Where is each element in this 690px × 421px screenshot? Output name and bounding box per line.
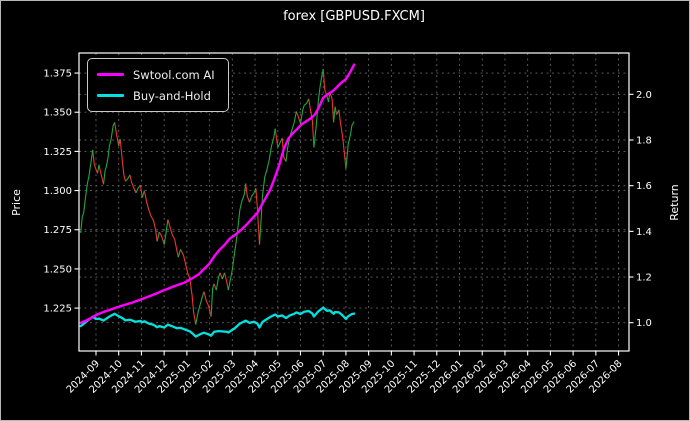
price-tick-label: 1.350 [43,108,72,119]
price-tick-label: 1.250 [43,264,72,275]
price-tick-label: 1.300 [43,186,72,197]
price-tick-label: 1.325 [43,147,72,158]
price-tick-label: 1.225 [43,304,72,315]
legend-item-ai: Swtool.com AI [97,64,215,85]
ai-line-swatch [97,73,124,76]
return-tick-label: 1.0 [636,318,652,329]
ai-return-line [79,63,356,324]
return-tick-label: 1.8 [636,136,652,147]
return-tick-label: 2.0 [636,90,652,101]
right-axis-label-wrap: Return [661,53,687,351]
return-tick-label: 1.6 [636,181,652,192]
price-tick-label: 1.375 [43,69,72,80]
price-tick-label: 1.275 [43,225,72,236]
left-axis-label-wrap: Price [3,53,29,351]
chart-title: forex [GBPUSD.FXCM] [283,9,425,24]
price-line-up [80,68,355,325]
return-axis-label: Return [667,183,681,221]
price-line-down [92,69,347,325]
legend-label-ai: Swtool.com AI [133,67,215,82]
legend-item-bh: Buy-and-Hold [97,85,215,106]
chart-legend: Swtool.com AI Buy-and-Hold [87,58,229,112]
plot-border [78,52,630,352]
return-tick-label: 1.2 [636,273,652,284]
legend-label-bh: Buy-and-Hold [133,88,211,103]
bh-return-line [79,306,356,338]
bh-line-swatch [97,94,124,97]
price-axis-label: Price [9,188,23,216]
return-tick-label: 1.4 [636,227,652,238]
